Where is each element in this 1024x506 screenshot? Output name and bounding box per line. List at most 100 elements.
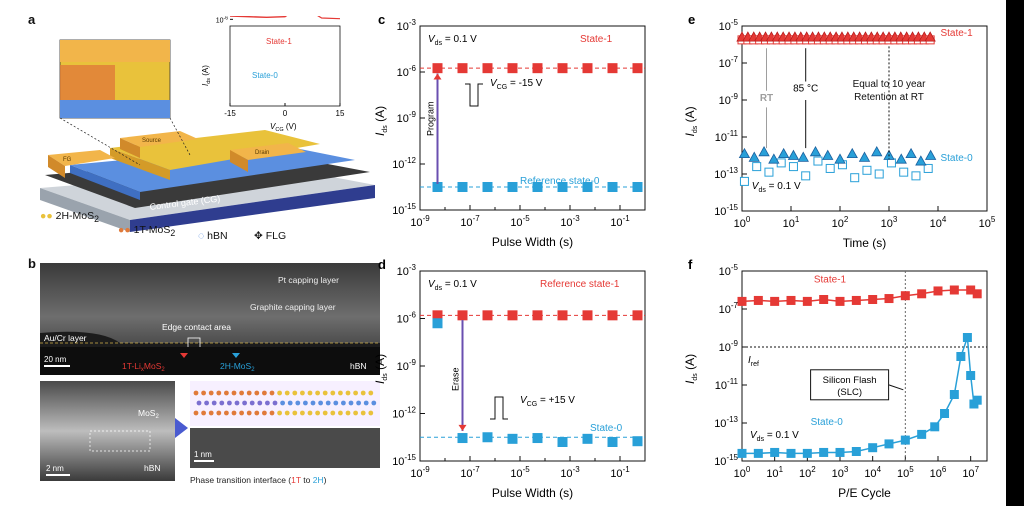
atom-bottom xyxy=(353,410,358,416)
data-point-state1 xyxy=(632,63,643,74)
x-tick-label: 10-9 xyxy=(410,214,430,229)
x-tick-label: 102 xyxy=(832,215,849,230)
plot-frame xyxy=(741,25,988,212)
phase-1t-label: 1T-LixMoS2 xyxy=(122,361,165,373)
data-point-state1 xyxy=(582,63,593,74)
atom-mid xyxy=(242,400,248,406)
edge-strip xyxy=(1006,0,1024,506)
vcg-annotation-rest: = +15 V xyxy=(537,395,575,406)
state1-point xyxy=(917,289,927,299)
state0-label: State-0 xyxy=(590,423,623,434)
x-tick-label-exp: 5 xyxy=(909,465,914,474)
x-tick-label-base: 10 xyxy=(610,217,622,229)
state0-rt-point xyxy=(787,149,800,160)
atom-top xyxy=(262,390,267,396)
atom-model-dots xyxy=(193,390,377,416)
y-tick-label: 10-13 xyxy=(714,166,738,181)
aucr-label: Au/Cr layer xyxy=(44,333,87,343)
state0-point xyxy=(851,447,861,456)
x-tick-label-exp: 0 xyxy=(746,215,751,224)
data-point-state0 xyxy=(607,182,618,192)
x-tick-label: 105 xyxy=(979,215,996,230)
vds-annotation-sub: ds xyxy=(757,436,765,443)
x-tick-label-exp: -7 xyxy=(473,465,481,474)
vds-annotation-rest: = 0.1 V xyxy=(442,34,477,45)
source-label: Source xyxy=(142,138,162,144)
hbn-layer xyxy=(70,145,355,192)
interface-caption-1t: 1T xyxy=(291,475,301,485)
x-tick-label-exp: 3 xyxy=(844,465,849,474)
state0-point xyxy=(802,448,812,458)
y-tick-label-base: 10 xyxy=(392,205,404,217)
state1-point xyxy=(949,285,959,295)
x-tick-label-exp: -1 xyxy=(623,214,631,223)
vcg-annotation-sub: CG xyxy=(527,401,538,408)
data-point-state1 xyxy=(457,310,468,321)
y-tick-label-exp: -13 xyxy=(726,415,738,424)
state0-85c-point xyxy=(752,162,762,172)
state0-point xyxy=(753,448,763,458)
atom-mid xyxy=(204,400,210,406)
x-tick-label: 10-5 xyxy=(510,465,530,480)
atom-top xyxy=(231,390,237,396)
data-point-state1 xyxy=(507,310,518,321)
edge-contact-label: Edge contact area xyxy=(162,322,231,332)
state0-point xyxy=(930,422,940,432)
x-tick-label-base: 10 xyxy=(460,468,472,480)
x-tick-label-exp: 3 xyxy=(893,215,898,224)
atom-bottom xyxy=(246,410,252,416)
atom-top xyxy=(208,390,214,396)
retention-label: Retention at RT xyxy=(854,92,924,103)
atom-bottom xyxy=(300,410,305,416)
data-point-state1 xyxy=(532,310,543,321)
y-tick-label-exp: -9 xyxy=(731,92,739,101)
inset-frame xyxy=(229,25,341,107)
y-tick-label-base: 10 xyxy=(714,418,726,430)
atom-top xyxy=(360,390,366,396)
x-tick-label-exp: 2 xyxy=(844,215,849,224)
x-tick-label-exp: 0 xyxy=(746,465,751,474)
x-tick-label: 10-7 xyxy=(460,214,480,229)
state1-label: State-1 xyxy=(940,28,973,39)
x-tick-label: 102 xyxy=(799,465,816,480)
zoom-line-2 xyxy=(169,117,191,156)
vds-annotation: Vds = 0.1 V xyxy=(752,181,801,194)
data-point-state1 xyxy=(482,63,493,74)
state1-point xyxy=(835,296,845,306)
y-tick-label-exp: -12 xyxy=(404,406,416,415)
program-label: Program xyxy=(426,101,436,136)
x-tick-label-base: 10 xyxy=(410,468,422,480)
vds-annotation-main: V xyxy=(752,181,760,192)
x-tick-label-base: 10 xyxy=(510,468,522,480)
interface-caption-end: ) xyxy=(324,475,327,485)
state0-rt-point xyxy=(768,153,780,164)
drain-electrode-side xyxy=(230,150,248,172)
y-tick-label-exp: -11 xyxy=(727,129,739,138)
y-axis-label-sub: ds xyxy=(692,373,699,381)
data-point-state1 xyxy=(432,63,443,74)
vds-annotation-sub: ds xyxy=(435,285,443,292)
y-tick-label-exp: -15 xyxy=(404,202,416,211)
atom-top xyxy=(300,390,305,396)
state0-point xyxy=(819,447,829,457)
reference-state0-label: Reference state-0 xyxy=(520,176,600,187)
y-tick-label-base: 10 xyxy=(397,314,409,326)
state1-point xyxy=(819,295,829,304)
y-tick-label: 10-6 xyxy=(397,64,417,79)
atom-top xyxy=(307,390,313,396)
iref-label-main: I xyxy=(748,355,751,366)
vds-annotation: Vds = 0.1 V xyxy=(428,279,477,292)
atom-bottom xyxy=(345,410,351,416)
y-tick-label-base: 10 xyxy=(397,113,409,125)
state1-line xyxy=(741,289,978,303)
y-tick-label-base: 10 xyxy=(719,58,731,70)
y-tick-label: 10-9 xyxy=(397,358,417,373)
atom-mid xyxy=(219,400,225,406)
inset-ylabel-sub: ds xyxy=(206,78,212,84)
x-tick-label: 101 xyxy=(783,215,800,230)
y-tick-label: 10-5 xyxy=(719,18,739,33)
y-tick-label-exp: -13 xyxy=(726,166,738,175)
state0-85c-point xyxy=(886,158,896,168)
atom-bottom xyxy=(330,410,336,416)
